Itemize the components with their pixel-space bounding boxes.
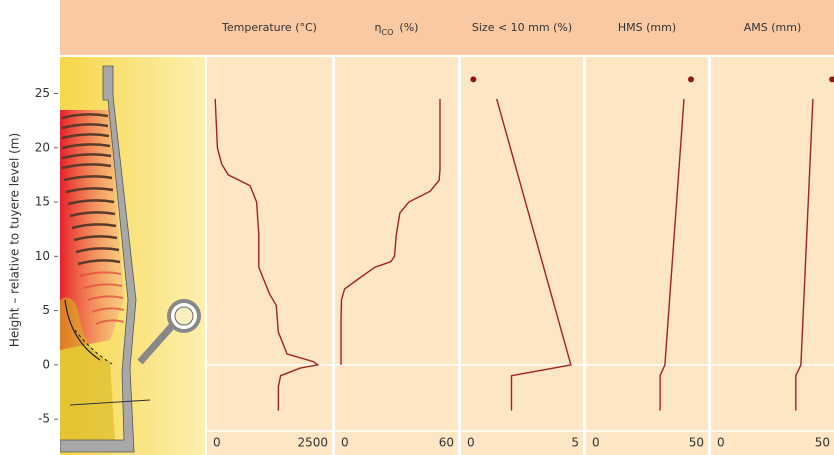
x-tick-label: 5 — [571, 436, 579, 450]
panel-title: AMS (mm) — [744, 21, 802, 34]
y-tick-label: -5 — [38, 412, 50, 426]
y-tick-label: 15 — [35, 195, 50, 209]
x-tick-label: 0 — [467, 436, 475, 450]
y-tick-label: 25 — [35, 86, 50, 100]
profile-line — [659, 98, 685, 411]
x-tick-label: 2500 — [297, 436, 328, 450]
panel-title: ηCO (%) — [375, 21, 419, 37]
title-symbol: η — [375, 21, 382, 34]
profile-line — [214, 98, 320, 411]
y-tick-label: 20 — [35, 140, 50, 154]
y-tick-label: 0 — [42, 357, 50, 371]
title-subscript: CO — [382, 28, 394, 37]
panel-title: Size < 10 mm (%) — [472, 21, 572, 34]
panel-background — [461, 57, 583, 455]
panel-title: HMS (mm) — [618, 21, 676, 34]
panel-background — [207, 57, 332, 455]
header-band — [60, 0, 834, 55]
x-tick-label: 60 — [439, 436, 454, 450]
panel-background — [586, 57, 708, 455]
marker — [688, 76, 695, 83]
y-axis-label: Height – relative to tuyere level (m) — [8, 133, 22, 347]
profile-line — [496, 98, 572, 411]
x-tick-label: 0 — [341, 436, 349, 450]
marker — [829, 76, 834, 83]
furnace-illustration — [60, 57, 205, 455]
x-tick-label: 0 — [213, 436, 221, 450]
x-tick-label: 0 — [717, 436, 725, 450]
y-tick-label: 10 — [35, 249, 50, 263]
y-tick-label: 5 — [42, 303, 50, 317]
panel-title: Temperature (°C) — [221, 21, 317, 34]
marker — [470, 76, 477, 83]
x-tick-label: 50 — [689, 436, 704, 450]
x-tick-label: 50 — [815, 436, 830, 450]
profile-line — [795, 98, 814, 411]
panel-background — [335, 57, 458, 455]
x-tick-label: 0 — [592, 436, 600, 450]
profile-line — [340, 98, 441, 365]
title-unit: (%) — [399, 21, 418, 34]
panel-background — [711, 57, 834, 455]
